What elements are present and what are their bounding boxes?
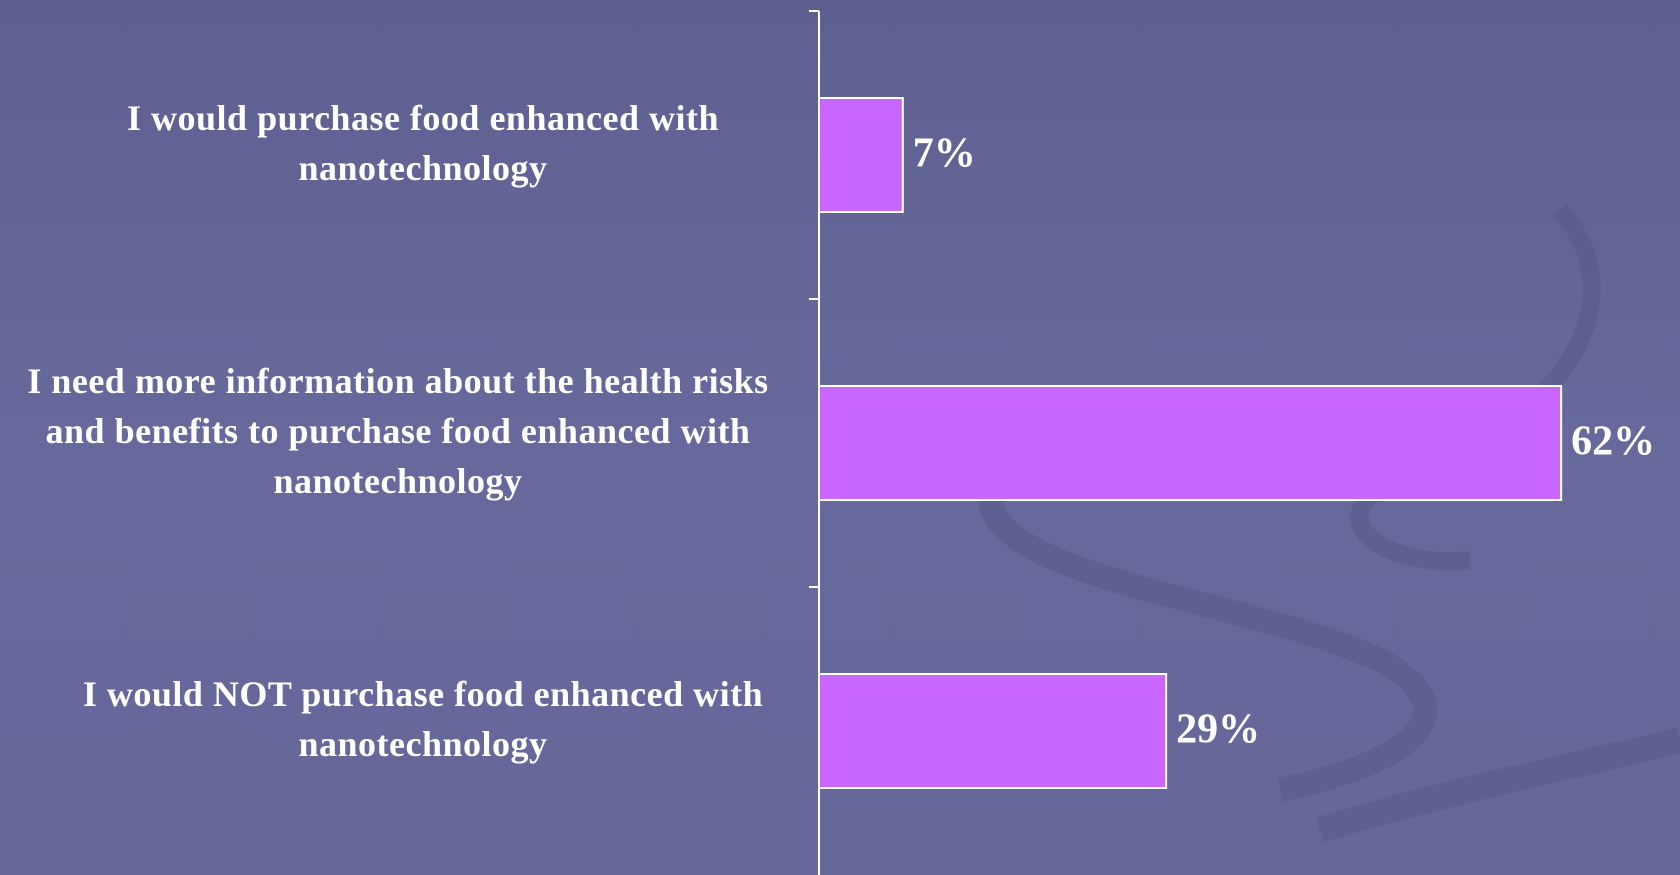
- category-label: I would purchase food enhanced with nano…: [127, 98, 719, 188]
- bar: [818, 385, 1563, 501]
- bar: [818, 97, 904, 213]
- value-label: 62%: [1571, 419, 1655, 465]
- bar: [818, 673, 1168, 789]
- category-label-box: I would purchase food enhanced with nano…: [0, 93, 788, 193]
- category-label: I need more information about the health…: [27, 361, 769, 501]
- category-label-box: I need more information about the health…: [0, 356, 788, 506]
- value-label: 29%: [1176, 707, 1260, 753]
- category-label-box: I would NOT purchase food enhanced with …: [0, 669, 788, 769]
- category-label: I would NOT purchase food enhanced with …: [82, 674, 764, 764]
- value-label: 7%: [913, 131, 976, 177]
